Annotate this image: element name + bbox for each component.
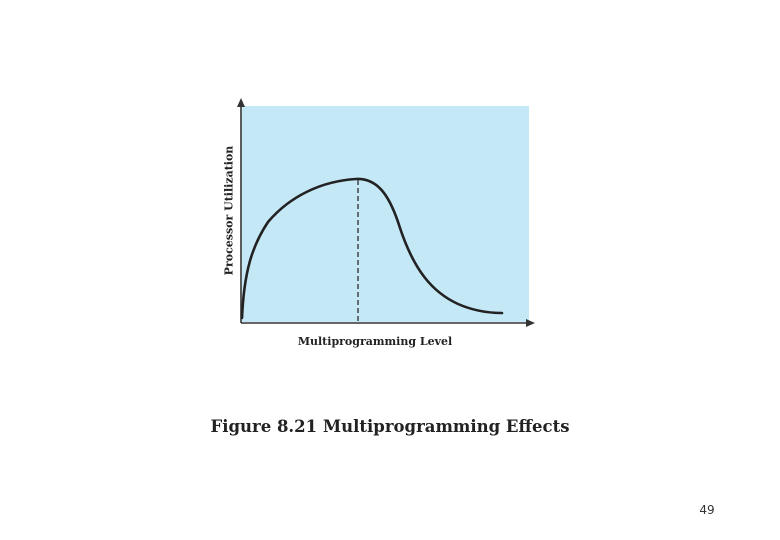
- x-axis-arrowhead: [526, 319, 535, 327]
- plot-background: [242, 106, 529, 322]
- page-number: 49: [690, 503, 724, 517]
- x-axis-label: Multiprogramming Level: [280, 335, 470, 348]
- figure-caption: Figure 8.21 Multiprogramming Effects: [200, 417, 580, 436]
- y-axis-label-text: Processor Utilization: [223, 145, 236, 275]
- y-axis-arrowhead: [237, 98, 245, 107]
- y-axis-label: Processor Utilization: [221, 156, 237, 264]
